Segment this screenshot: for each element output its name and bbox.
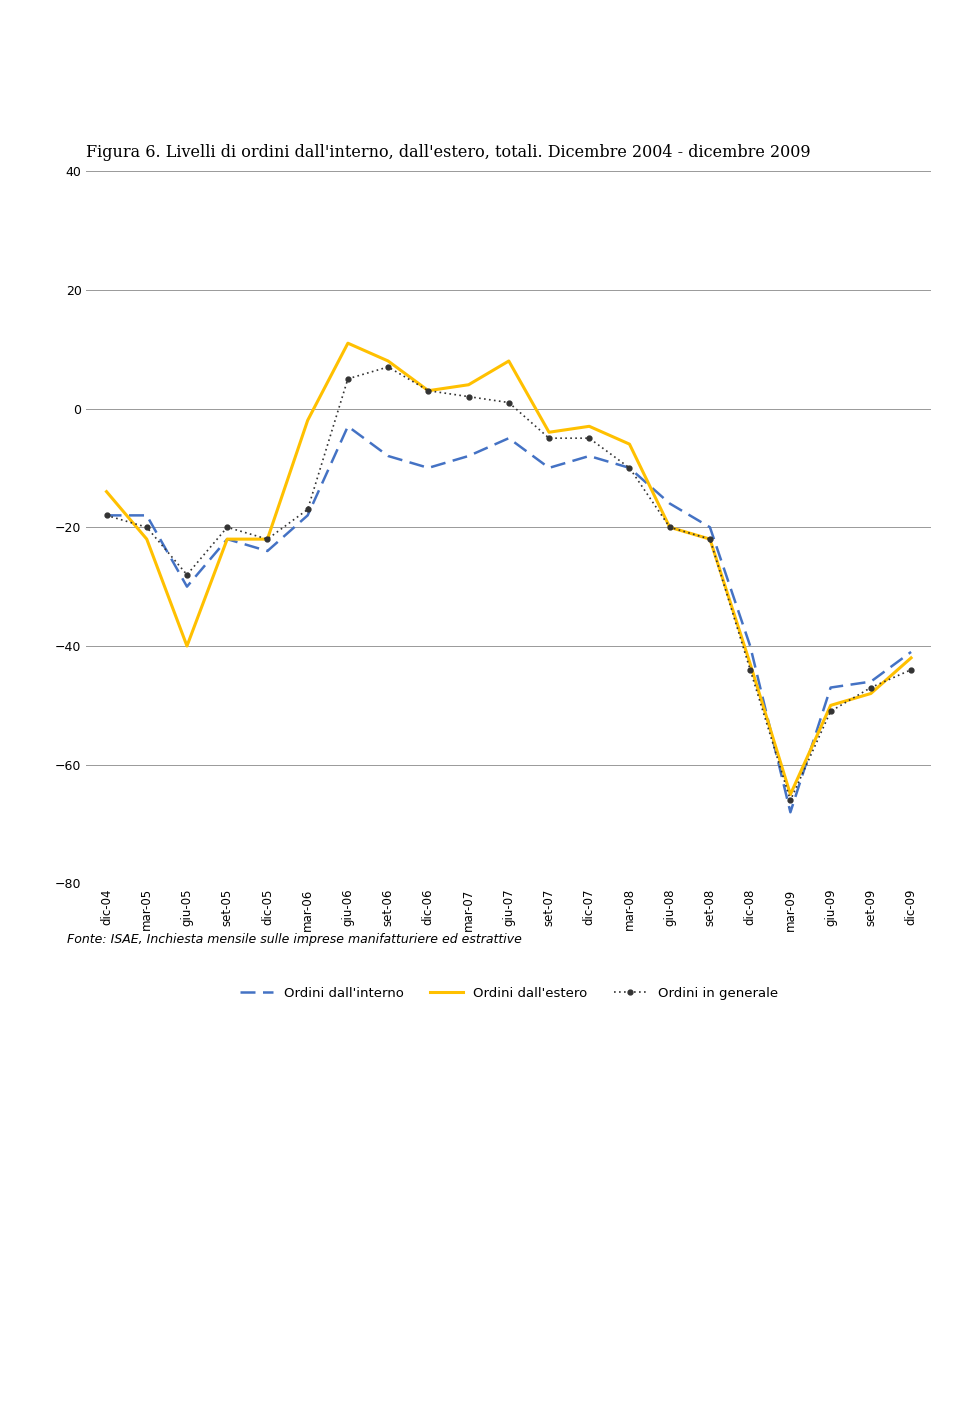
Ordini in generale bbox=[222, 519, 233, 536]
Ordini in generale bbox=[865, 680, 876, 697]
Ordini dall'interno bbox=[584, 447, 595, 465]
Ordini dall'interno bbox=[905, 644, 917, 661]
Ordini dall'estero bbox=[705, 530, 716, 547]
Ordini dall'estero bbox=[262, 530, 274, 547]
Ordini in generale bbox=[342, 370, 353, 388]
Ordini in generale bbox=[503, 395, 515, 412]
Ordini dall'estero bbox=[301, 412, 313, 429]
Ordini dall'interno bbox=[784, 804, 796, 821]
Ordini dall'estero bbox=[905, 650, 917, 667]
Ordini in generale bbox=[422, 382, 434, 399]
Ordini in generale bbox=[905, 661, 917, 678]
Ordini dall'estero bbox=[744, 656, 756, 673]
Line: Ordini dall'estero: Ordini dall'estero bbox=[107, 343, 911, 795]
Ordini dall'interno bbox=[141, 507, 153, 524]
Text: Fonte: ISAE, Inchiesta mensile sulle imprese manifatturiere ed estrattive: Fonte: ISAE, Inchiesta mensile sulle imp… bbox=[67, 933, 522, 946]
Ordini dall'interno bbox=[705, 519, 716, 536]
Ordini dall'estero bbox=[503, 352, 515, 369]
Line: Ordini dall'interno: Ordini dall'interno bbox=[107, 426, 911, 812]
Ordini in generale bbox=[543, 430, 555, 447]
Ordini dall'interno bbox=[463, 447, 474, 465]
Ordini in generale bbox=[705, 530, 716, 547]
Ordini dall'estero bbox=[825, 697, 836, 714]
Ordini in generale bbox=[744, 661, 756, 678]
Ordini in generale bbox=[382, 359, 394, 376]
Ordini dall'interno bbox=[301, 507, 313, 524]
Ordini dall'interno bbox=[342, 418, 353, 435]
Ordini dall'interno bbox=[865, 673, 876, 690]
Ordini dall'estero bbox=[382, 352, 394, 369]
Ordini in generale bbox=[301, 502, 313, 519]
Ordini dall'estero bbox=[141, 530, 153, 547]
Ordini in generale bbox=[784, 792, 796, 809]
Ordini dall'estero bbox=[784, 787, 796, 804]
Ordini dall'estero bbox=[463, 376, 474, 393]
Ordini in generale bbox=[141, 519, 153, 536]
Ordini dall'interno bbox=[222, 530, 233, 547]
Line: Ordini in generale: Ordini in generale bbox=[104, 365, 914, 802]
Ordini dall'interno bbox=[101, 507, 112, 524]
Ordini dall'interno bbox=[543, 459, 555, 476]
Ordini dall'interno bbox=[181, 579, 193, 596]
Ordini in generale bbox=[181, 566, 193, 583]
Ordini in generale bbox=[101, 507, 112, 524]
Ordini in generale bbox=[463, 388, 474, 405]
Ordini dall'interno bbox=[503, 430, 515, 447]
Ordini in generale bbox=[262, 530, 274, 547]
Ordini dall'estero bbox=[181, 637, 193, 654]
Ordini dall'estero bbox=[584, 418, 595, 435]
Ordini dall'estero bbox=[865, 685, 876, 703]
Ordini in generale bbox=[624, 459, 636, 476]
Ordini dall'interno bbox=[262, 543, 274, 560]
Text: Figura 6. Livelli di ordini dall'interno, dall'estero, totali. Dicembre 2004 - d: Figura 6. Livelli di ordini dall'interno… bbox=[86, 144, 811, 161]
Ordini in generale bbox=[584, 430, 595, 447]
Ordini dall'estero bbox=[342, 335, 353, 352]
Ordini dall'estero bbox=[101, 483, 112, 500]
Ordini in generale bbox=[664, 519, 676, 536]
Ordini dall'estero bbox=[664, 519, 676, 536]
Ordini dall'estero bbox=[422, 382, 434, 399]
Ordini dall'interno bbox=[744, 637, 756, 654]
Ordini dall'estero bbox=[543, 423, 555, 440]
Ordini dall'estero bbox=[624, 436, 636, 453]
Ordini dall'interno bbox=[664, 494, 676, 512]
Ordini dall'interno bbox=[422, 459, 434, 476]
Legend: Ordini dall'interno, Ordini dall'estero, Ordini in generale: Ordini dall'interno, Ordini dall'estero,… bbox=[234, 982, 783, 1005]
Ordini dall'interno bbox=[382, 447, 394, 465]
Ordini dall'estero bbox=[222, 530, 233, 547]
Ordini dall'interno bbox=[825, 680, 836, 697]
Ordini dall'interno bbox=[624, 459, 636, 476]
Ordini in generale bbox=[825, 703, 836, 720]
